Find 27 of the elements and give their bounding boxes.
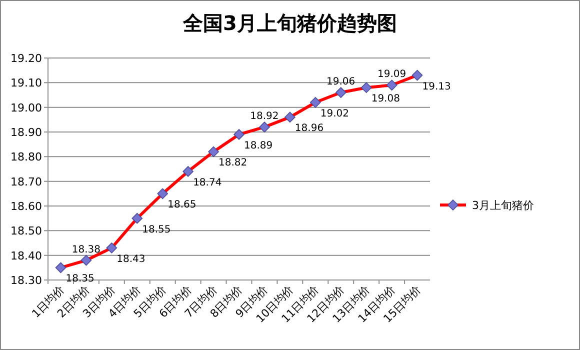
data-label: 19.02	[320, 108, 350, 120]
data-label: 18.55	[142, 224, 171, 236]
y-tick-label: 18.40	[10, 249, 42, 262]
y-tick-label: 18.60	[10, 200, 42, 213]
data-label: 18.96	[294, 123, 324, 134]
data-label: 19.09	[377, 69, 406, 80]
y-tick-label: 18.30	[10, 274, 42, 287]
data-label: 18.43	[116, 254, 146, 265]
y-tick-label: 18.90	[10, 126, 42, 139]
data-label: 18.35	[66, 274, 94, 285]
chart-title: 全国3月上旬猪价趋势图	[182, 11, 397, 35]
data-label: 18.82	[218, 158, 248, 169]
y-tick-label: 19.00	[10, 101, 42, 114]
data-label: 18.65	[168, 200, 196, 211]
y-tick-label: 18.80	[10, 150, 42, 164]
y-tick-label: 18.50	[10, 224, 42, 238]
data-label: 18.38	[72, 244, 101, 256]
y-tick-label: 19.10	[10, 76, 42, 90]
data-label: 18.89	[244, 140, 273, 152]
data-label: 19.08	[371, 94, 400, 105]
legend-label: 3月上旬猪价	[472, 199, 534, 212]
data-label: 18.92	[250, 111, 279, 122]
y-tick-label: 18.70	[10, 175, 42, 188]
data-label: 19.06	[326, 76, 356, 88]
data-label: 18.74	[193, 177, 222, 188]
data-label: 19.13	[422, 81, 451, 92]
y-tick-label: 19.20	[10, 52, 42, 65]
